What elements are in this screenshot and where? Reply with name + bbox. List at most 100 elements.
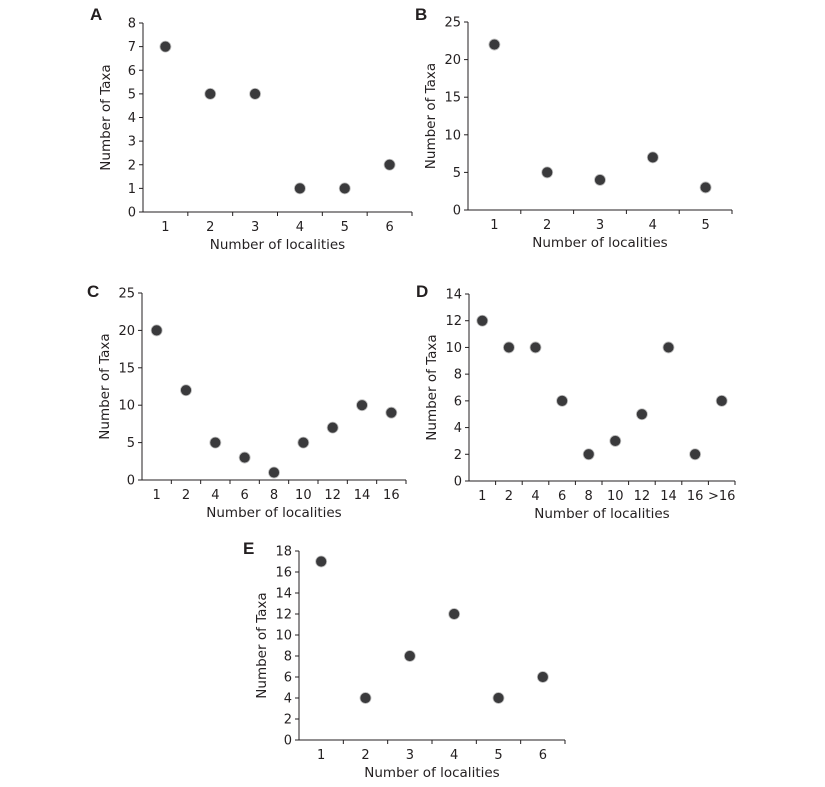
y-tick-label: 6: [128, 64, 136, 79]
x-axis-title: Number of localities: [364, 765, 499, 781]
data-point: 5: 1: [338, 182, 351, 195]
panel-b: B 0 5 10 15 20 25 1 2 3 4 5 1: 22 2: 5 3: 4 4: 7 5: 3 Num…: [415, 5, 733, 251]
y-tick-label: 8: [284, 650, 292, 665]
data-point: 8: 1: [268, 466, 280, 479]
y-axis-title: Number of Taxa: [423, 63, 439, 169]
x-tick-label: 10: [607, 489, 624, 504]
y-axis-title: Number of Taxa: [97, 333, 113, 439]
y-tick-label: 10: [445, 341, 462, 356]
x-tick-label: 5: [341, 220, 349, 235]
x-tick-label: 1: [153, 488, 161, 503]
data-point: 10: 5: [297, 436, 310, 449]
x-tick-label: 2: [206, 220, 214, 235]
data-point: 1: 12: [476, 314, 489, 327]
y-tick-label: 0: [454, 475, 462, 490]
y-tick-label: 12: [445, 314, 462, 329]
y-tick-label: 18: [275, 545, 292, 560]
data-point: 2: 5: [541, 166, 554, 179]
y-tick-label: 5: [127, 436, 135, 451]
x-tick-label: 4: [296, 220, 304, 235]
y-axis-title: Number of Taxa: [98, 64, 114, 170]
x-tick-label: 14: [660, 489, 677, 504]
y-tick-label: 10: [275, 629, 292, 644]
x-tick-label: 5: [494, 748, 502, 763]
y-tick-label: 16: [275, 566, 292, 581]
data-point: 2: 5: [204, 87, 217, 100]
x-tick-label: 12: [324, 488, 341, 503]
x-tick-label: 5: [701, 218, 709, 233]
x-tick-label: 6: [385, 220, 393, 235]
data-point: 1: 17: [315, 555, 328, 568]
panel-a: A 0 1 2 3 4 5 6 7 8 1 2 3 4 5 6 1: 7 2: 5 3: 5 4: 1 5: 1 6: 2…: [90, 5, 413, 253]
y-axis-title: Number of Taxa: [424, 334, 440, 440]
data-point: 5: 3: [699, 181, 712, 194]
y-tick-label: 25: [118, 287, 135, 302]
x-tick-label: 1: [478, 489, 486, 504]
y-tick-label: 0: [127, 474, 135, 489]
y-tick-label: 5: [128, 87, 136, 102]
data-point: 4: 12: [448, 608, 461, 620]
data-point: 4: 10: [529, 341, 542, 354]
panel-letter: D: [416, 282, 428, 301]
data-point: 14: 10: [662, 341, 675, 354]
data-point: 4: 5: [209, 436, 222, 449]
x-tick-label: 1: [490, 218, 498, 233]
y-tick-label: 12: [275, 608, 292, 623]
y-tick-label: 0: [128, 206, 136, 221]
data-point: 3: 4: [594, 174, 606, 186]
x-tick-label: 2: [361, 748, 369, 763]
y-tick-label: 15: [444, 91, 461, 106]
y-tick-label: 10: [118, 399, 135, 414]
x-axis-title: Number of localities: [532, 235, 667, 251]
y-tick-label: 0: [453, 204, 461, 219]
data-point: 6: 6: [536, 671, 549, 683]
y-tick-label: 6: [454, 394, 462, 409]
x-tick-label: 14: [354, 488, 371, 503]
data-point: 6: 6: [556, 394, 568, 407]
x-tick-label: 4: [450, 748, 458, 763]
x-tick-label: 1: [161, 220, 169, 235]
y-tick-label: 8: [128, 17, 136, 32]
y-tick-label: 2: [128, 158, 136, 173]
x-tick-label: 12: [634, 489, 651, 504]
x-tick-label: 16: [383, 488, 400, 503]
x-tick-label: 4: [649, 218, 657, 233]
x-tick-label: 4: [211, 488, 219, 503]
y-tick-label: 5: [453, 166, 461, 181]
y-tick-label: 3: [128, 135, 136, 150]
data-point: 4: 7: [646, 151, 659, 164]
x-tick-label: 10: [295, 488, 312, 503]
y-tick-label: 2: [454, 448, 462, 463]
x-tick-label: 2: [182, 488, 190, 503]
x-tick-label: 3: [596, 218, 604, 233]
x-tick-label: 4: [531, 489, 539, 504]
panel-letter: C: [87, 282, 99, 301]
data-point: 3: 8: [403, 650, 416, 662]
y-tick-label: 20: [444, 53, 461, 68]
y-tick-label: 2: [284, 713, 292, 728]
data-point: 6: 2: [383, 158, 396, 171]
x-axis-title: Number of localities: [210, 237, 345, 253]
y-tick-label: 1: [128, 182, 136, 197]
x-tick-label: 6: [539, 748, 547, 763]
y-tick-label: 4: [454, 421, 462, 436]
x-tick-label: 1: [317, 748, 325, 763]
data-point: 2: 4: [359, 692, 372, 704]
data-point: >16: 6: [715, 394, 728, 407]
y-tick-label: 20: [118, 324, 135, 339]
data-point: 2: 12: [180, 384, 192, 397]
data-point: 12: 5: [636, 408, 648, 421]
data-point: 2: 10: [502, 341, 515, 354]
data-point: 10: 3: [609, 435, 622, 447]
data-point: 1: 20: [150, 324, 163, 337]
data-point: 12: 7: [326, 421, 339, 434]
data-point: 8: 2: [582, 448, 595, 461]
x-tick-label: 2: [543, 218, 551, 233]
data-point: 1: 22: [488, 38, 501, 51]
y-tick-label: 10: [444, 128, 461, 143]
x-tick-label: >16: [708, 489, 735, 504]
y-tick-label: 6: [284, 671, 292, 686]
